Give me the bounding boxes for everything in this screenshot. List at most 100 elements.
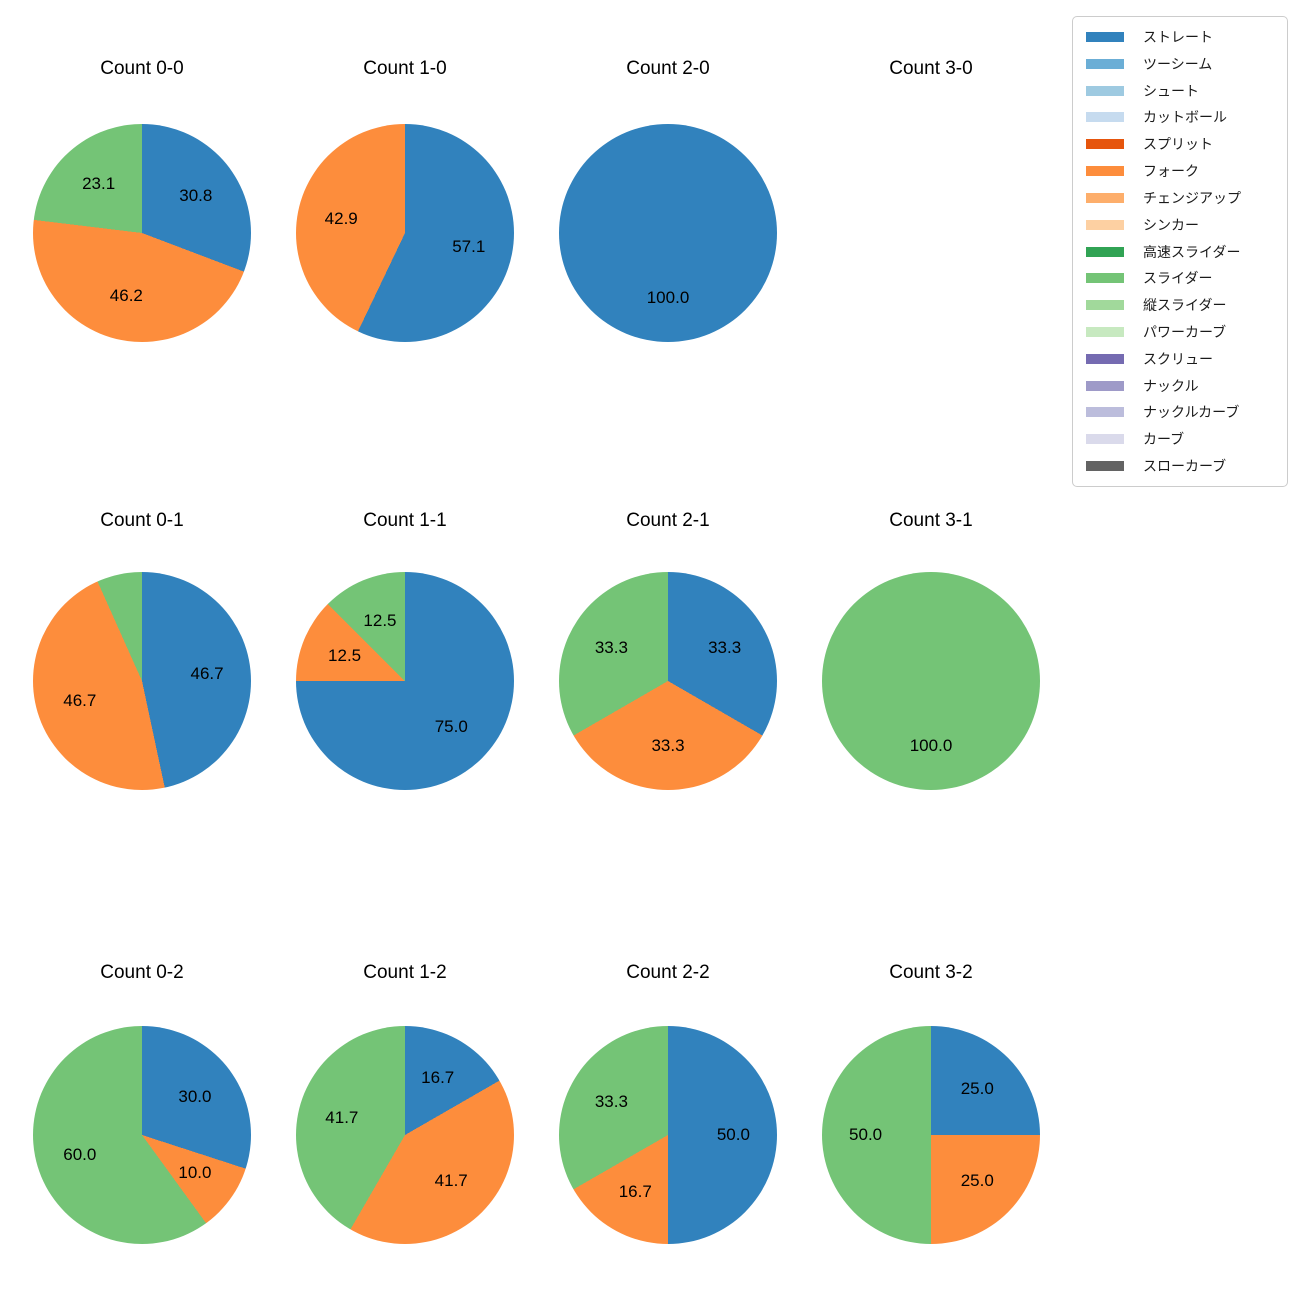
legend-swatch-icon <box>1086 58 1124 69</box>
pie-count-3-2 <box>822 1026 1040 1244</box>
pie-title-count-1-1: Count 1-1 <box>363 510 447 531</box>
pct-label-count-2-0-ストレート: 100.0 <box>646 288 690 308</box>
legend-swatch-icon <box>1086 326 1124 337</box>
pie-title-count-2-1: Count 2-1 <box>626 510 710 531</box>
pct-label-count-1-2-スライダー: 41.7 <box>325 1108 359 1128</box>
legend-item-8: 高速スライダー <box>1073 239 1287 265</box>
legend-item-14: ナックルカーブ <box>1073 399 1287 425</box>
legend-swatch-icon <box>1086 166 1124 177</box>
pct-label-count-0-0-スライダー: 23.1 <box>82 174 116 194</box>
pct-label-count-0-1-フォーク: 46.7 <box>63 691 97 711</box>
pie-count-1-0 <box>296 124 514 342</box>
pct-label-count-3-1-スライダー: 100.0 <box>909 736 953 756</box>
pct-label-count-2-1-ストレート: 33.3 <box>708 638 742 658</box>
legend-label: 縦スライダー <box>1143 297 1227 314</box>
pct-label-count-0-2-フォーク: 10.0 <box>178 1163 212 1183</box>
pct-label-count-3-2-スライダー: 50.0 <box>849 1125 883 1144</box>
legend-swatch-icon <box>1086 32 1124 42</box>
pie-count-1-1 <box>296 572 514 790</box>
pie-title-count-0-0: Count 0-0 <box>100 58 184 79</box>
legend-label: パワーカーブ <box>1143 323 1227 340</box>
pie-count-2-2 <box>559 1026 777 1244</box>
legend-label: カーブ <box>1143 431 1185 448</box>
pct-label-count-1-1-フォーク: 12.5 <box>328 645 362 665</box>
legend-item-0: ストレート <box>1073 24 1287 50</box>
pie-title-count-0-2: Count 0-2 <box>100 962 184 983</box>
legend-label: ナックル <box>1143 377 1199 394</box>
legend-label: スクリュー <box>1143 350 1213 367</box>
legend-item-12: スクリュー <box>1073 346 1287 372</box>
legend-label: シュート <box>1143 82 1199 99</box>
pie-count-3-1 <box>822 572 1040 790</box>
pct-label-count-0-2-スライダー: 60.0 <box>63 1145 97 1165</box>
legend-swatch-icon <box>1086 192 1124 203</box>
legend-swatch-icon <box>1086 380 1124 391</box>
legend-label: スライダー <box>1143 270 1213 287</box>
pct-label-count-1-2-フォーク: 41.7 <box>434 1171 468 1191</box>
legend-swatch-icon <box>1086 407 1124 418</box>
legend-label: ツーシーム <box>1143 55 1213 72</box>
pct-label-count-3-2-フォーク: 25.0 <box>960 1171 994 1191</box>
pct-label-count-2-1-フォーク: 33.3 <box>651 736 685 756</box>
legend-item-2: シュート <box>1073 78 1287 104</box>
pie-count-2-0 <box>559 124 777 342</box>
legend-label: 高速スライダー <box>1143 243 1241 260</box>
pct-label-count-2-2-ストレート: 50.0 <box>716 1125 750 1144</box>
pie-title-count-1-0: Count 1-0 <box>363 58 447 79</box>
legend-item-6: チェンジアップ <box>1073 185 1287 211</box>
legend-label: ストレート <box>1143 29 1213 45</box>
legend-item-7: シンカー <box>1073 212 1287 238</box>
legend-item-1: ツーシーム <box>1073 51 1287 77</box>
legend-label: スプリット <box>1143 136 1213 153</box>
legend-item-11: パワーカーブ <box>1073 319 1287 345</box>
pct-label-count-2-2-フォーク: 16.7 <box>618 1181 652 1201</box>
legend-label: ナックルカーブ <box>1143 404 1240 421</box>
pie-count-1-2 <box>296 1026 514 1244</box>
legend-swatch-icon <box>1086 246 1124 257</box>
pct-label-count-0-0-フォーク: 46.2 <box>109 286 143 306</box>
pie-count-0-1 <box>33 572 251 790</box>
pie-title-count-3-2: Count 3-2 <box>889 962 973 983</box>
legend-swatch-icon <box>1086 353 1124 364</box>
pie-count-2-1 <box>559 572 777 790</box>
legend-item-9: スライダー <box>1073 265 1287 291</box>
pct-label-count-1-1-スライダー: 12.5 <box>363 610 397 630</box>
pct-label-count-1-0-フォーク: 42.9 <box>324 208 358 228</box>
pie-title-count-2-2: Count 2-2 <box>626 962 710 983</box>
legend-item-5: フォーク <box>1073 158 1287 184</box>
pct-label-count-0-0-ストレート: 30.8 <box>179 185 213 205</box>
pct-label-count-1-0-ストレート: 57.1 <box>452 237 486 257</box>
legend-swatch-icon <box>1086 461 1124 471</box>
pie-title-count-3-0: Count 3-0 <box>889 58 973 79</box>
legend-swatch-icon <box>1086 273 1124 284</box>
pct-label-count-2-2-スライダー: 33.3 <box>594 1092 628 1112</box>
pie-count-0-2 <box>33 1026 251 1244</box>
pct-label-count-1-2-ストレート: 16.7 <box>421 1068 455 1088</box>
pie-count-0-0 <box>33 124 251 342</box>
legend-swatch-icon <box>1086 112 1124 123</box>
pie-title-count-0-1: Count 0-1 <box>100 510 184 531</box>
pct-label-count-0-1-ストレート: 46.7 <box>190 664 224 684</box>
legend-swatch-icon <box>1086 85 1124 96</box>
legend-swatch-icon <box>1086 139 1124 150</box>
legend-label: フォーク <box>1143 163 1199 180</box>
legend-item-10: 縦スライダー <box>1073 292 1287 318</box>
pct-label-count-0-2-ストレート: 30.0 <box>178 1086 212 1106</box>
pct-label-count-1-1-ストレート: 75.0 <box>434 717 468 737</box>
legend-swatch-icon <box>1086 219 1124 230</box>
legend-swatch-icon <box>1086 434 1124 445</box>
legend-label: シンカー <box>1143 216 1199 233</box>
pie-title-count-1-2: Count 1-2 <box>363 962 447 983</box>
legend-label: スローカーブ <box>1143 458 1227 474</box>
legend-item-4: スプリット <box>1073 131 1287 157</box>
legend: ストレートツーシームシュートカットボール スプリットフォークチェンジアップ シンカー… <box>1072 16 1288 487</box>
legend-label: チェンジアップ <box>1143 189 1241 206</box>
legend-item-3: カットボール <box>1073 104 1287 130</box>
legend-item-16: スローカーブ <box>1073 453 1287 479</box>
legend-item-13: ナックル <box>1073 373 1287 399</box>
legend-item-15: カーブ <box>1073 426 1287 452</box>
legend-label: カットボール <box>1143 109 1227 126</box>
pie-title-count-3-1: Count 3-1 <box>889 510 973 531</box>
pct-label-count-3-2-ストレート: 25.0 <box>960 1078 994 1098</box>
